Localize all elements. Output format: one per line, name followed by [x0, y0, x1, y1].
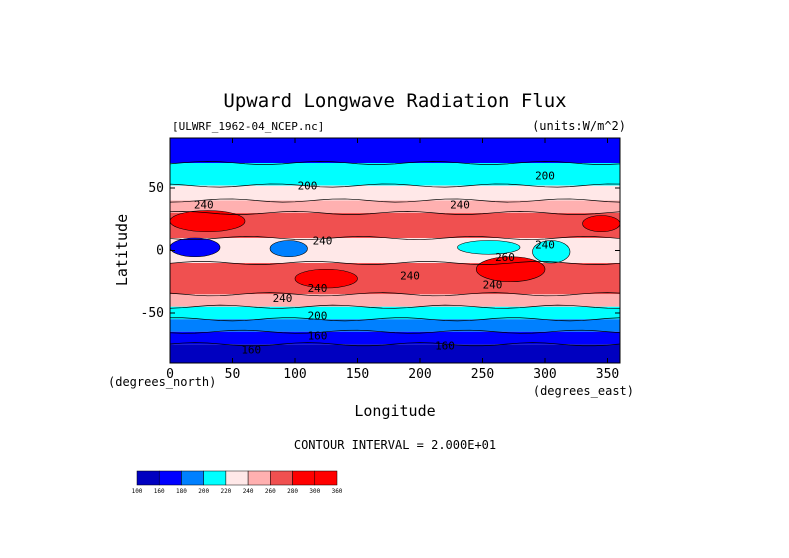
contour-label-12: 160: [308, 330, 328, 343]
colorbar-label-3: 200: [198, 488, 209, 495]
contour-line-10: [170, 329, 620, 334]
x-tick-label-0: 0: [166, 367, 174, 382]
colorbar-label-5: 240: [243, 488, 254, 495]
contour-line-7: [170, 292, 620, 297]
x-tick-label-250: 250: [471, 367, 494, 382]
heatmap-feature-1: [269, 240, 308, 258]
contour-line-9: [170, 317, 620, 322]
contour-label-11: 200: [308, 310, 328, 323]
heatmap-feature-0: [170, 237, 221, 258]
contour-label-5: 240: [313, 235, 333, 248]
colorbar-label-9: 360: [332, 488, 343, 495]
heatmap-band-6: [170, 263, 620, 295]
heatmap-field: [170, 138, 620, 363]
heatmap-band-8: [170, 306, 620, 320]
heatmap-band-11: [170, 344, 620, 363]
colorbar-label-1: 160: [154, 488, 165, 495]
subtitle-file: [ULWRF_1962-04_NCEP.nc]: [172, 120, 324, 133]
heatmap-feature-5: [294, 268, 358, 289]
x-tick-label-150: 150: [346, 367, 369, 382]
subtitle-units: (units:W/m^2): [532, 119, 626, 133]
y-unit-label: (degrees_north): [108, 375, 216, 389]
heatmap-feature-3: [532, 240, 571, 264]
heatmap-band-1: [170, 163, 620, 186]
colorbar-swatch-6: [270, 470, 293, 486]
contour-line-6: [170, 261, 620, 265]
y-tick-label--50: -50: [141, 306, 164, 321]
chart-title: Upward Longwave Radiation Flux: [223, 90, 566, 112]
colorbar-swatch-5: [247, 470, 271, 486]
contour-label-10: 240: [308, 282, 328, 295]
heatmap-feature-2: [457, 240, 521, 255]
heatmap-band-7: [170, 294, 620, 307]
contour-label-13: 160: [435, 340, 455, 353]
contour-label-1: 200: [535, 170, 555, 183]
heatmap-band-3: [170, 200, 620, 213]
heatmap-band-9: [170, 319, 620, 332]
colorbar-swatch-3: [203, 470, 227, 486]
contour-label-8: 240: [483, 278, 503, 291]
contour-label-14: 160: [241, 343, 261, 356]
contour-label-4: 240: [535, 238, 555, 251]
y-tick-label-0: 0: [156, 244, 164, 259]
y-tick-label-50: 50: [148, 181, 164, 196]
contour-line-11: [170, 342, 620, 347]
colorbar-label-6: 260: [265, 488, 276, 495]
contour-label-7: 260: [495, 251, 515, 264]
contour-line-8: [170, 304, 620, 309]
contour-interval-label: CONTOUR INTERVAL = 2.000E+01: [294, 438, 496, 452]
y-axis: -50 0 50: [141, 181, 620, 321]
x-tick-label-100: 100: [283, 367, 306, 382]
colorbar-label-2: 180: [176, 488, 187, 495]
x-tick-label-50: 50: [225, 367, 241, 382]
x-unit-label: (degrees_east): [533, 384, 634, 398]
heatmap-feature-6: [582, 215, 620, 233]
contour-labels: 200 200 240 240 240 240 240 260 240 240 240 200 160 1…: [194, 170, 555, 357]
colorbar-swatch-0: [136, 470, 160, 486]
colorbar-swatch-4: [225, 470, 249, 486]
colorbar: 100 160 180 200 220 240 260 280 300 360: [132, 470, 343, 495]
colorbar-label-7: 280: [287, 488, 298, 495]
heatmap-feature-4: [170, 210, 246, 233]
colorbar-label-4: 220: [220, 488, 231, 495]
contour-line-3: [170, 198, 620, 203]
contour-line-2: [170, 183, 620, 188]
x-tick-label-350: 350: [596, 367, 619, 382]
colorbar-swatch-7: [292, 470, 316, 486]
colorbar-swatch-1: [158, 470, 182, 486]
contour-label-3: 240: [450, 198, 470, 211]
heatmap-feature-7: [475, 256, 546, 283]
heatmap-band-0: [170, 138, 620, 163]
x-axis: 0 50 100 150 200 250 300 350: [166, 138, 619, 382]
contour-label-9: 240: [273, 292, 293, 305]
contour-line-5: [170, 236, 620, 240]
contour-label-6: 240: [400, 270, 420, 283]
x-tick-label-300: 300: [533, 367, 556, 382]
colorbar-label-0: 100: [132, 488, 143, 495]
x-axis-label: Longitude: [354, 402, 435, 420]
x-tick-label-200: 200: [408, 367, 431, 382]
contour-line-1: [170, 161, 620, 165]
heatmap-band-2: [170, 185, 620, 201]
contour-line-4: [170, 211, 620, 215]
contour-label-2: 240: [194, 198, 214, 211]
y-axis-label: Latitude: [113, 214, 131, 286]
heatmap-band-4: [170, 213, 620, 238]
colorbar-swatch-8: [314, 470, 338, 486]
colorbar-swatch-2: [181, 470, 204, 486]
colorbar-label-8: 300: [309, 488, 320, 495]
heatmap-band-10: [170, 331, 620, 345]
contour-label-0: 200: [298, 180, 318, 193]
